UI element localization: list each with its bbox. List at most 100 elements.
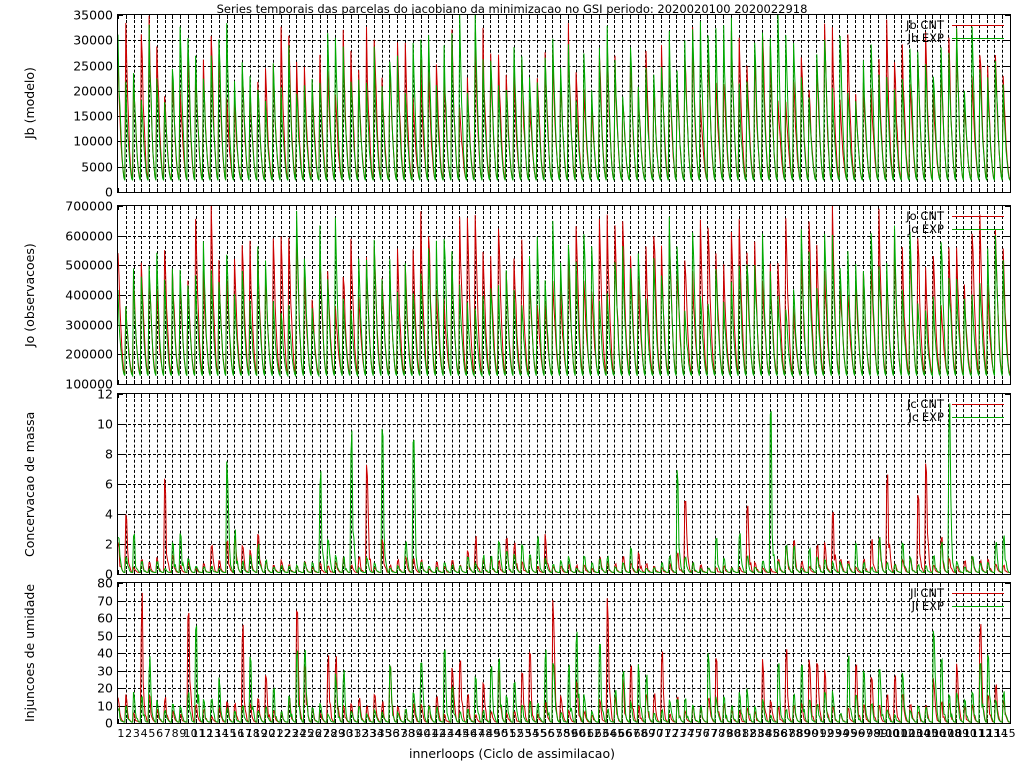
x-tick-mark [583, 206, 585, 210]
x-tick-mark [218, 15, 220, 19]
x-tick-mark [335, 394, 337, 398]
x-tick-mark [792, 188, 794, 192]
x-tick-mark [723, 570, 724, 574]
x-tick-mark [482, 394, 484, 398]
x-tick-mark [754, 15, 756, 19]
legend-item[interactable]: Jb EXP [906, 32, 1004, 45]
x-tick-label: 31 [346, 727, 361, 740]
x-tick-mark [738, 570, 740, 574]
x-tick-mark [412, 188, 414, 192]
gridline-vertical [854, 394, 856, 574]
x-tick-label: 53 [517, 727, 532, 740]
x-tick-mark [327, 583, 329, 587]
legend-item[interactable]: Jc EXP [907, 411, 1004, 424]
x-tick-mark [234, 394, 236, 398]
legend-item[interactable]: Jb CNT [906, 19, 1004, 32]
x-tick-mark [978, 380, 980, 384]
legend-item[interactable]: Jo EXP [906, 223, 1004, 236]
gridline-vertical [498, 583, 500, 723]
legend-item[interactable]: Jc CNT [907, 398, 1004, 411]
x-tick-label: 25 [300, 727, 315, 740]
x-tick-mark [234, 583, 236, 587]
gridline-vertical [637, 583, 639, 723]
x-tick-mark [994, 188, 996, 192]
x-tick-mark [172, 394, 174, 398]
gridline-vertical [366, 206, 368, 384]
gridline-vertical [265, 583, 267, 723]
legend-item[interactable]: Jl CNT [910, 587, 1004, 600]
x-tick-mark [878, 394, 880, 398]
x-tick-mark [808, 15, 810, 19]
x-tick-mark [668, 188, 670, 192]
x-tick-mark [684, 380, 686, 384]
x-tick-label: 28 [323, 727, 338, 740]
legend-item[interactable]: Jo CNT [906, 210, 1004, 223]
x-tick-mark [498, 719, 500, 723]
x-tick-mark [831, 583, 833, 587]
x-tick-label: 108 [940, 727, 962, 740]
x-tick-label: 50 [493, 727, 508, 740]
x-tick-mark [242, 570, 244, 574]
x-tick-mark [397, 188, 399, 192]
x-tick-mark [172, 188, 174, 192]
x-tick-mark [265, 188, 267, 192]
y-tick-mark [1005, 670, 1010, 672]
x-tick-mark [420, 719, 422, 723]
x-tick-mark [947, 380, 949, 384]
gridline-vertical [490, 394, 492, 574]
x-tick-mark [653, 380, 655, 384]
x-tick-mark [288, 570, 290, 574]
x-tick-mark [808, 394, 810, 398]
x-tick-mark [909, 380, 911, 384]
x-tick-mark [443, 188, 445, 192]
x-tick-mark [373, 570, 375, 574]
gridline-vertical [916, 583, 918, 723]
plot-area-jo: Jo CNT Jo EXP [117, 205, 1011, 385]
x-tick-mark [249, 380, 251, 384]
gridline-horizontal [118, 688, 1010, 689]
x-tick-mark [498, 206, 500, 210]
x-tick-mark [955, 394, 957, 398]
x-tick-mark [459, 570, 461, 574]
x-tick-mark [870, 583, 872, 587]
x-tick-mark [280, 583, 282, 587]
gridline-vertical [172, 583, 174, 723]
x-tick-mark [606, 719, 608, 723]
x-tick-mark [754, 380, 756, 384]
gridline-vertical [924, 583, 926, 723]
x-tick-mark [660, 206, 662, 210]
x-tick-mark [738, 188, 740, 192]
legend-item[interactable]: Jl EXP [910, 600, 1004, 613]
y-tick-mark [118, 454, 123, 455]
x-tick-mark [280, 719, 282, 723]
x-tick-mark [389, 380, 391, 384]
x-tick-mark [598, 188, 600, 192]
x-tick-mark [1002, 206, 1004, 210]
x-tick-mark [125, 719, 127, 723]
x-tick-mark [552, 570, 554, 574]
x-tick-mark [800, 570, 802, 574]
x-tick-label: 96 [850, 727, 865, 740]
gridline-vertical [684, 394, 686, 574]
x-tick-mark [769, 583, 771, 587]
x-tick-mark [715, 583, 717, 587]
x-tick-mark [381, 719, 383, 723]
y-tick-label: 10000 [73, 133, 113, 149]
x-tick-mark [971, 15, 973, 19]
x-tick-mark [459, 394, 461, 398]
x-tick-mark [428, 15, 430, 19]
x-tick-mark [467, 394, 469, 398]
x-tick-mark [498, 15, 500, 19]
gridline-vertical [436, 583, 438, 723]
x-tick-mark [668, 394, 670, 398]
gridline-vertical [187, 583, 189, 723]
x-tick-mark [854, 719, 856, 723]
y-tick-label: 0 [105, 566, 113, 582]
gridline-horizontal [118, 454, 1010, 455]
x-tick-mark [691, 583, 693, 587]
gridline-vertical [909, 583, 911, 723]
x-tick-mark [358, 583, 360, 587]
gridline-vertical [180, 394, 182, 574]
x-tick-mark [668, 206, 670, 210]
y-tick-mark [1005, 394, 1010, 395]
